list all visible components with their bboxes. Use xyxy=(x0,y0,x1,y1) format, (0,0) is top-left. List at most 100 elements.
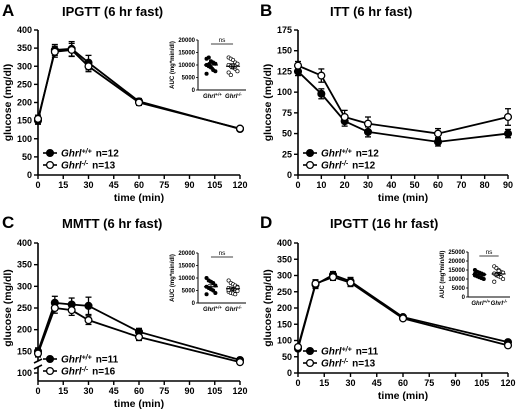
y-tick-label: 400 xyxy=(277,238,292,248)
series-knockout xyxy=(293,273,513,352)
data-point xyxy=(134,332,144,342)
x-tick-label: 15 xyxy=(58,180,68,190)
y-tick-label: 250 xyxy=(277,287,292,297)
x-tick-label: 50 xyxy=(410,180,420,190)
legend-label: Ghrl-/- n=16 xyxy=(61,366,116,378)
x-tick-label: 90 xyxy=(503,180,513,190)
y-tick-label: 400 xyxy=(17,238,32,248)
x-tick-label: 80 xyxy=(480,180,490,190)
inset-y-tick-label: 5000 xyxy=(182,76,196,82)
axes xyxy=(297,30,508,176)
data-point xyxy=(317,71,326,80)
inset-category-label: Ghrl+/+ xyxy=(203,305,222,314)
y-tick-label: 100 xyxy=(17,368,32,378)
x-tick-label: 105 xyxy=(207,180,222,190)
x-tick-label: 20 xyxy=(340,180,350,190)
y-tick-label: 300 xyxy=(277,271,292,281)
y-tick-label: 350 xyxy=(17,43,32,53)
data-point xyxy=(67,306,76,315)
data-point xyxy=(317,89,326,98)
data-point xyxy=(50,303,59,313)
inset-y-tick-label: 15000 xyxy=(178,51,195,57)
panel-b: B ITT (6 hr fast) 0 25 50 75 100 125 150 175 0 10 20… xyxy=(260,1,513,204)
legend-marker xyxy=(305,358,315,368)
y-tick-label: 175 xyxy=(277,25,292,35)
y-axis-label: glucose (mg/dl) xyxy=(262,64,274,142)
inset-y-label: AUC (mg*min/dl) xyxy=(170,254,176,302)
inset-y-tick-label: 10000 xyxy=(448,277,465,283)
inset-y-tick-label: 5000 xyxy=(182,289,196,295)
legend-marker xyxy=(45,354,55,364)
data-point xyxy=(433,137,443,146)
data-point xyxy=(433,129,443,138)
x-axis-label: time (min) xyxy=(378,390,428,402)
panel-title: ITT (6 hr fast) xyxy=(330,4,412,19)
x-tick-label: 45 xyxy=(372,378,382,388)
inset-point xyxy=(235,61,240,66)
inset-point xyxy=(228,72,233,78)
y-tick-label: 200 xyxy=(17,325,32,335)
legend-label: Ghrl-/- n=13 xyxy=(61,160,116,172)
inset-category-label: Ghrl+/+ xyxy=(203,92,222,101)
legend-label: Ghrl+/+ n=12 xyxy=(321,148,379,160)
inset-point xyxy=(213,290,218,296)
data-point xyxy=(328,273,338,282)
inset-point xyxy=(204,275,209,281)
legend-marker xyxy=(45,148,55,158)
series-wildtype xyxy=(293,270,513,353)
inset-point xyxy=(481,276,486,282)
y-tick-label: 50 xyxy=(282,352,292,362)
data-point xyxy=(33,349,43,358)
y-tick-label: 150 xyxy=(17,116,32,126)
inset-y-tick-label: 20000 xyxy=(178,251,195,257)
x-tick-label: 15 xyxy=(319,378,329,388)
panel-title: MMTT (6 hr fast) xyxy=(62,216,162,231)
data-point xyxy=(134,98,144,107)
x-tick-label: 75 xyxy=(159,386,169,396)
data-point xyxy=(50,47,59,56)
data-point xyxy=(340,112,349,122)
legend-label: Ghrl-/- n=12 xyxy=(321,160,376,172)
inset-y-tick-label: 20000 xyxy=(178,38,195,44)
inset-y-tick-label: 20000 xyxy=(448,259,465,265)
y-tick-label: 150 xyxy=(277,46,292,56)
x-tick-label: 30 xyxy=(345,378,355,388)
x-tick-label: 105 xyxy=(207,386,222,396)
data-point xyxy=(503,129,513,138)
inset-point xyxy=(226,278,231,283)
data-point xyxy=(84,301,93,310)
legend-marker xyxy=(305,346,315,356)
y-tick-label: 300 xyxy=(17,61,32,71)
y-tick-label: 200 xyxy=(277,303,292,313)
x-tick-label: 45 xyxy=(109,180,119,190)
y-tick-label: 250 xyxy=(17,79,32,89)
x-tick-label: 10 xyxy=(316,180,326,190)
series-wildtype xyxy=(33,40,245,134)
data-point xyxy=(346,278,355,287)
x-tick-label: 120 xyxy=(232,386,247,396)
sig-label: ns xyxy=(219,250,227,257)
y-tick-label: 125 xyxy=(277,66,292,76)
inset-y-tick-label: 15000 xyxy=(178,264,195,270)
inset-y-tick-label: 10000 xyxy=(178,276,195,282)
x-tick-label: 90 xyxy=(184,180,194,190)
inset-y-tick-label: 0 xyxy=(462,295,466,301)
x-tick-label: 90 xyxy=(184,386,194,396)
data-point xyxy=(293,342,303,352)
sig-label: ns xyxy=(219,37,227,44)
panel-a: A IPGTT (6 hr fast)0501001502002503003504… xyxy=(2,1,248,204)
x-tick-label: 60 xyxy=(433,180,443,190)
legend-label: Ghrl-/- n=13 xyxy=(321,358,376,370)
x-tick-label: 60 xyxy=(398,378,408,388)
y-tick-label: 200 xyxy=(17,98,32,108)
x-tick-label: 120 xyxy=(232,180,247,190)
x-axis-label: time (min) xyxy=(378,192,428,204)
x-tick-label: 30 xyxy=(83,386,93,396)
sig-label: ns xyxy=(486,249,494,256)
